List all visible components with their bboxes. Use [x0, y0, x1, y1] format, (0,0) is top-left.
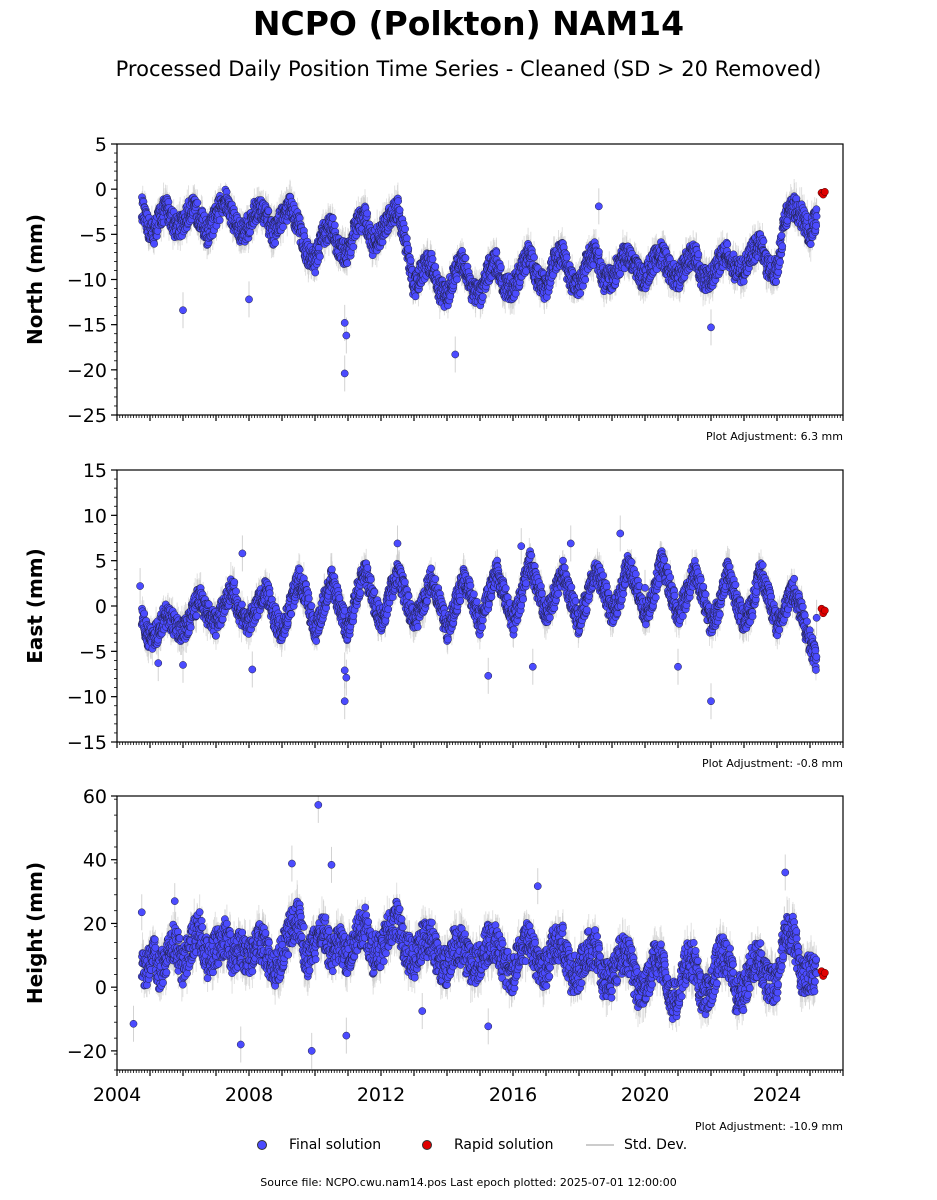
- final-point: [453, 275, 461, 284]
- final-point: [562, 253, 571, 262]
- final-solution-points: [137, 185, 821, 378]
- final-point: [349, 242, 358, 251]
- final-point: [576, 289, 585, 298]
- final-point: [363, 209, 372, 218]
- final-point: [343, 259, 352, 268]
- final-point: [478, 292, 487, 301]
- final-point: [431, 262, 440, 271]
- final-point: [581, 275, 590, 284]
- final-point: [411, 292, 420, 301]
- final-point: [402, 234, 411, 243]
- final-point: [193, 198, 202, 207]
- final-point: [497, 263, 505, 271]
- chart-title: NCPO (Polkton) NAM14: [252, 4, 685, 43]
- final-point: [279, 222, 287, 231]
- final-point: [330, 221, 339, 230]
- final-point: [328, 214, 337, 222]
- final-point: [461, 254, 470, 262]
- final-point: [428, 255, 437, 263]
- final-point: [492, 248, 501, 257]
- final-point: [406, 256, 415, 265]
- final-point: [694, 250, 703, 259]
- final-point: [316, 252, 324, 261]
- final-point: [395, 206, 404, 214]
- final-point: [311, 268, 320, 277]
- final-point: [150, 239, 158, 248]
- final-point: [264, 207, 273, 215]
- final-point: [595, 248, 603, 256]
- final-point: [215, 216, 224, 225]
- final-point: [404, 244, 413, 253]
- final-point: [394, 197, 403, 205]
- chart-subtitle: Processed Daily Position Time Series - C…: [115, 57, 822, 81]
- final-point: [530, 253, 538, 262]
- final-point: [401, 225, 409, 233]
- final-point: [295, 214, 304, 223]
- final-point: [271, 239, 280, 247]
